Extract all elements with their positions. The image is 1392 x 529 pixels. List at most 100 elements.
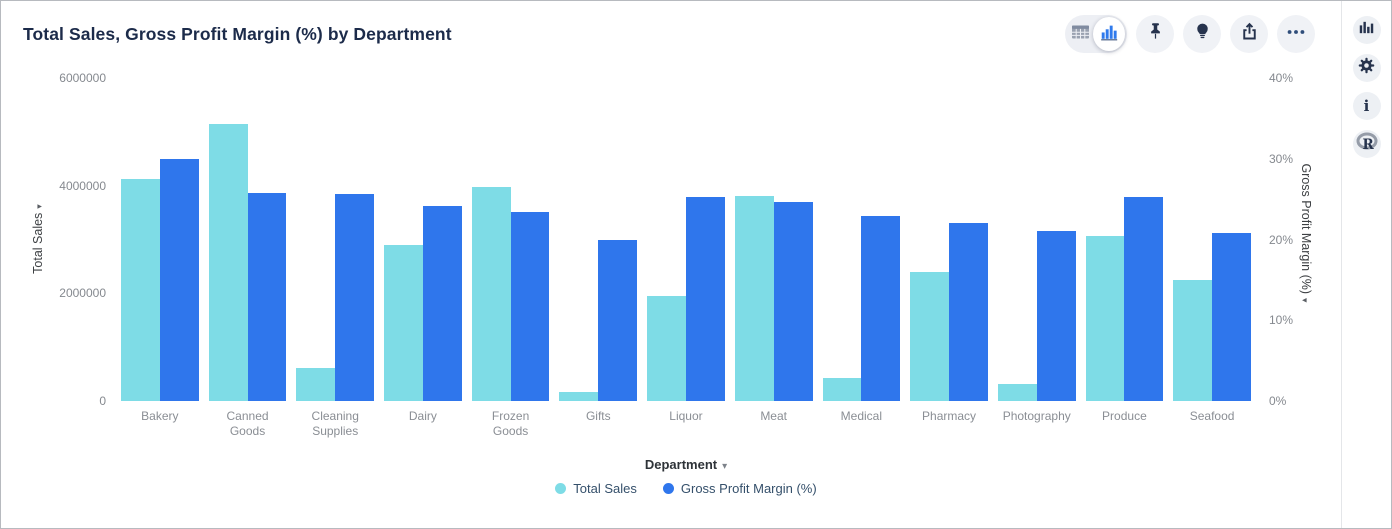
category-label: Cleaning Supplies xyxy=(311,409,359,438)
lightbulb-icon xyxy=(1192,21,1213,47)
axis-tick-label: 10% xyxy=(1269,313,1294,328)
more-options-icon xyxy=(1285,21,1307,48)
y-axis-right-title[interactable]: Gross Profit Margin (%)▾ xyxy=(1299,163,1313,303)
bar-gross-profit-margin[interactable] xyxy=(422,206,462,401)
bar-total-sales[interactable] xyxy=(296,367,336,401)
category-label: Dairy xyxy=(408,409,437,423)
axis-tick-label: 2000000 xyxy=(59,286,106,301)
chart-view-icon xyxy=(1099,22,1119,47)
bar-total-sales[interactable] xyxy=(822,378,862,401)
info-icon: i xyxy=(1363,96,1370,115)
x-axis-title-dropdown[interactable]: Department ▾ xyxy=(644,457,728,472)
chart-view-button[interactable] xyxy=(1093,17,1125,51)
bar-total-sales[interactable] xyxy=(1085,236,1125,401)
pin-button[interactable] xyxy=(1136,15,1174,53)
bar-group xyxy=(291,78,379,401)
r-logo-icon: R xyxy=(1355,131,1379,158)
bar-gross-profit-margin[interactable] xyxy=(1212,233,1251,401)
share-icon xyxy=(1239,21,1260,47)
legend: Total Sales Gross Profit Margin (%) xyxy=(116,481,1256,496)
table-view-icon xyxy=(1071,23,1090,46)
chart-area: 0 2000000 4000000 6000000 0% 10% 20% 30% 40% Ba… xyxy=(59,71,1293,438)
bar-group xyxy=(905,78,993,401)
bar-group xyxy=(730,78,818,401)
bar-gross-profit-margin[interactable] xyxy=(1124,196,1164,401)
legend-item[interactable]: Gross Profit Margin (%) xyxy=(662,481,817,496)
bar-group xyxy=(1081,78,1169,401)
bar-gross-profit-margin[interactable] xyxy=(598,239,638,401)
more-options-button[interactable] xyxy=(1277,15,1315,53)
bar-total-sales[interactable] xyxy=(1173,279,1213,401)
category-label: Canned Goods xyxy=(226,409,269,438)
view-toggle[interactable] xyxy=(1065,15,1127,53)
axis-tick-label: 6000000 xyxy=(59,71,106,85)
dropdown-arrow-icon: ▾ xyxy=(722,461,728,472)
bar-total-sales[interactable] xyxy=(647,295,686,401)
bar-group xyxy=(818,78,906,401)
category-label: Photography xyxy=(1002,409,1071,423)
right-sidebar: i R xyxy=(1341,1,1391,528)
bar-total-sales[interactable] xyxy=(910,271,950,401)
y-axis-left-title[interactable]: Total Sales▾ xyxy=(31,204,45,274)
bar-group xyxy=(554,78,642,401)
pin-icon xyxy=(1145,21,1166,47)
chart-type-button[interactable] xyxy=(1352,16,1381,44)
axis-tick-label: 20% xyxy=(1269,232,1294,247)
category-label: Medical xyxy=(840,409,883,423)
info-button[interactable]: i xyxy=(1352,92,1381,120)
bar-total-sales[interactable] xyxy=(734,196,774,401)
chart-type-icon xyxy=(1358,19,1375,41)
axis-tick-label: 4000000 xyxy=(59,178,106,193)
toolbar xyxy=(1065,15,1315,53)
bar-gross-profit-margin[interactable] xyxy=(510,212,550,401)
axis-tick-label: 40% xyxy=(1269,71,1294,85)
bar-total-sales[interactable] xyxy=(471,187,511,401)
axis-tick-label: 30% xyxy=(1269,151,1294,166)
bar-total-sales[interactable] xyxy=(208,124,248,401)
category-label: Frozen Goods xyxy=(491,409,530,438)
page-title: Total Sales, Gross Profit Margin (%) by … xyxy=(23,24,452,44)
bar-gross-profit-margin[interactable] xyxy=(773,201,813,401)
bar-gross-profit-margin[interactable] xyxy=(335,194,375,401)
table-view-button[interactable] xyxy=(1067,17,1093,51)
legend-dot-icon xyxy=(662,483,674,494)
r-script-button[interactable]: R xyxy=(1352,130,1381,158)
x-axis-category-labels: Bakery Canned Goods Cleaning Supplies Dairy… xyxy=(116,409,1256,439)
bar-total-sales[interactable] xyxy=(384,244,423,401)
bar-gross-profit-margin[interactable] xyxy=(1036,230,1076,401)
legend-label: Gross Profit Margin (%) xyxy=(680,481,817,496)
bar-group xyxy=(467,78,555,401)
axis-tick-label: 0% xyxy=(1269,394,1287,408)
bar-gross-profit-margin[interactable] xyxy=(949,222,988,401)
bar-total-sales[interactable] xyxy=(997,383,1037,401)
category-label: Bakery xyxy=(141,409,179,423)
bar-group xyxy=(993,78,1081,401)
bar-gross-profit-margin[interactable] xyxy=(861,216,901,401)
bar-gross-profit-margin[interactable] xyxy=(685,196,725,401)
settings-gear-icon xyxy=(1357,56,1376,80)
bar-group xyxy=(204,78,292,401)
bar-total-sales[interactable] xyxy=(559,391,599,401)
category-label: Gifts xyxy=(585,409,611,423)
legend-item[interactable]: Total Sales xyxy=(555,481,637,496)
bar-group xyxy=(379,78,467,401)
share-button[interactable] xyxy=(1230,15,1268,53)
bar-total-sales[interactable] xyxy=(121,178,160,401)
bar-group xyxy=(116,78,204,401)
plot-area xyxy=(116,78,1256,401)
category-label: Meat xyxy=(760,409,787,423)
legend-dot-icon xyxy=(555,483,567,494)
insights-button[interactable] xyxy=(1183,15,1221,53)
category-label: Pharmacy xyxy=(922,409,977,423)
category-label: Seafood xyxy=(1189,409,1235,423)
settings-button[interactable] xyxy=(1352,54,1381,82)
axis-sort-arrow-icon: ▾ xyxy=(34,204,44,209)
bar-group xyxy=(1168,78,1256,401)
svg-text:R: R xyxy=(1362,137,1374,153)
bar-gross-profit-margin[interactable] xyxy=(247,192,287,401)
axis-tick-label: 0 xyxy=(99,394,106,408)
bar-gross-profit-margin[interactable] xyxy=(159,158,199,401)
axis-sort-arrow-icon: ▾ xyxy=(1300,298,1310,303)
legend-label: Total Sales xyxy=(573,481,637,496)
